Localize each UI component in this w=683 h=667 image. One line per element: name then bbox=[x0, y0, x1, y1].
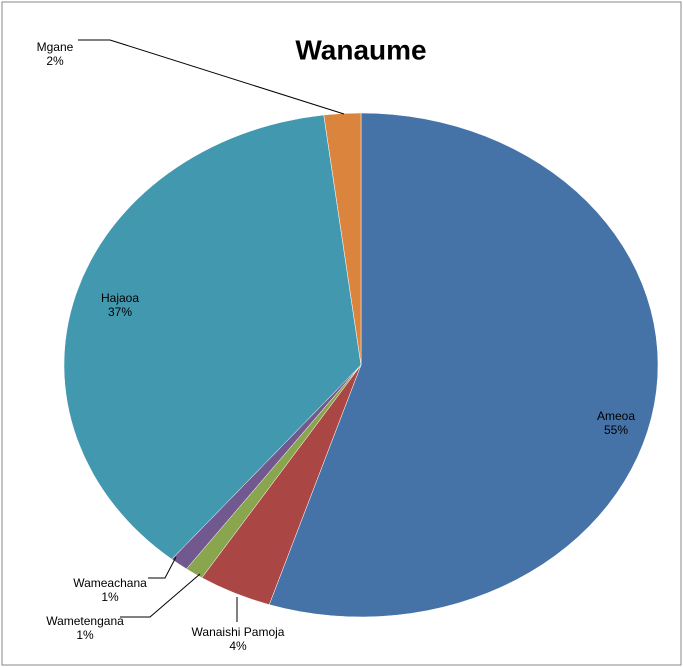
slice-value-label: 37% bbox=[108, 305, 132, 319]
slice-label: Hajaoa bbox=[101, 291, 139, 305]
chart-title: Wanaume bbox=[295, 34, 426, 65]
slice-value-label: 55% bbox=[604, 423, 628, 437]
slice-label: Wanaishi Pamoja bbox=[192, 625, 285, 639]
slice-label: Ameoa bbox=[597, 409, 635, 423]
slice-label: Wameachana bbox=[73, 576, 147, 590]
pie-slice bbox=[268, 112, 659, 618]
slice-value-label: 2% bbox=[46, 54, 64, 68]
slice-label: Wametengana bbox=[46, 614, 124, 628]
leader-line bbox=[120, 573, 201, 618]
slice-value-label: 1% bbox=[76, 628, 94, 642]
slice-label: Mgane bbox=[37, 40, 74, 54]
leader-line bbox=[78, 39, 345, 115]
leader-line bbox=[148, 556, 177, 579]
pie-slice bbox=[63, 114, 362, 560]
slice-value-label: 1% bbox=[101, 590, 119, 604]
slice-value-label: 4% bbox=[229, 639, 247, 653]
